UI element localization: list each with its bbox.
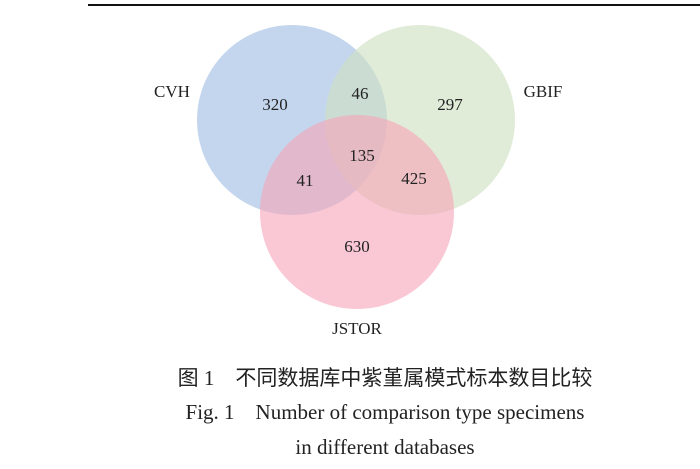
region-count: 46 (352, 84, 369, 103)
region-count: 135 (349, 146, 375, 165)
set-label: JSTOR (332, 319, 382, 338)
set-circle (260, 115, 454, 309)
caption-en: Fig. 1 Number of comparison type specime… (186, 400, 585, 424)
caption-cn: 图 1 不同数据库中紫堇属模式标本数目比较 (178, 366, 593, 390)
region-count: 630 (344, 237, 370, 256)
set-label: GBIF (524, 82, 563, 101)
region-count: 297 (437, 95, 463, 114)
caption-en: in different databases (295, 435, 474, 459)
region-count: 41 (297, 171, 314, 190)
set-label: CVH (154, 82, 190, 101)
region-count: 425 (401, 169, 427, 188)
region-count: 320 (262, 95, 288, 114)
